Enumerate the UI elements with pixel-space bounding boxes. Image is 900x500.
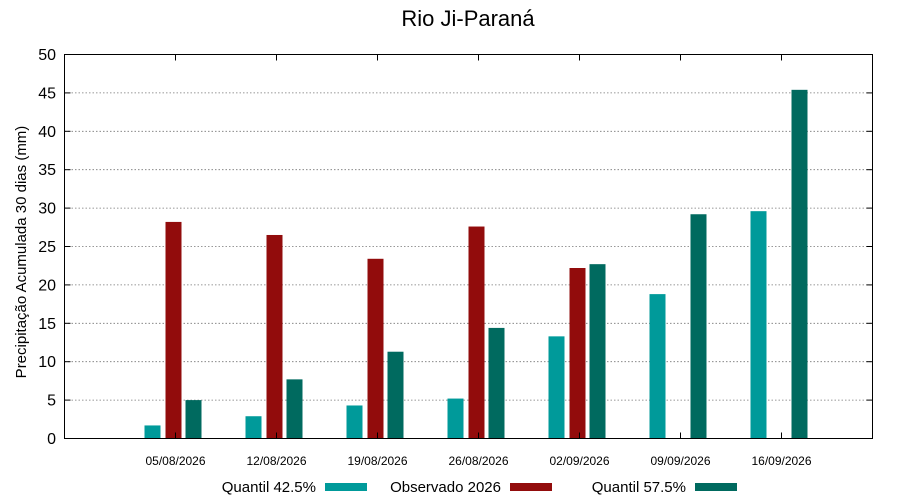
legend-label: Quantil 57.5%	[592, 479, 686, 496]
chart-title: Rio Ji-Paraná	[401, 6, 535, 31]
bar-observado	[165, 221, 182, 439]
bar-quantil-57	[690, 214, 707, 439]
bar-quantil-42	[548, 336, 565, 439]
bar-observado	[468, 226, 485, 439]
x-tick-label: 09/09/2026	[650, 454, 710, 468]
legend-swatch	[695, 483, 737, 491]
y-axis: 0 5 10 15 20 25 30 35 40 45 50	[38, 47, 873, 448]
bar-quantil-57	[791, 89, 808, 439]
x-tick-label: 02/09/2026	[549, 454, 609, 468]
y-tick-label: 30	[38, 201, 56, 218]
x-tick-label: 05/08/2026	[145, 454, 205, 468]
bar-quantil-42	[346, 405, 363, 439]
legend-swatch	[510, 483, 552, 491]
y-tick-label: 50	[38, 47, 56, 64]
y-tick-label: 5	[47, 393, 56, 410]
y-tick-label: 20	[38, 277, 56, 294]
bar-quantil-42	[144, 425, 161, 439]
y-tick-label: 10	[38, 354, 56, 371]
bar-quantil-57	[589, 264, 606, 439]
bar-quantil-42	[649, 294, 666, 439]
bar-quantil-42	[245, 416, 262, 439]
bar-observado	[569, 268, 586, 439]
bars	[144, 89, 808, 439]
y-axis-label: Precipitação Acumulada 30 dias (mm)	[13, 126, 30, 379]
legend: Quantil 42.5% Observado 2026 Quantil 57.5%	[222, 479, 737, 496]
x-tick-label: 26/08/2026	[448, 454, 508, 468]
bar-quantil-57	[387, 351, 404, 439]
y-tick-label: 40	[38, 124, 56, 141]
bar-quantil-42	[750, 211, 767, 439]
bar-quantil-57	[286, 379, 303, 439]
x-tick-label: 16/09/2026	[751, 454, 811, 468]
y-tick-label: 35	[38, 162, 56, 179]
x-axis: 05/08/2026 12/08/2026 19/08/2026 26/08/2026…	[145, 54, 812, 468]
x-tick-label: 19/08/2026	[347, 454, 407, 468]
y-tick-label: 45	[38, 85, 56, 102]
bar-observado	[266, 234, 283, 439]
bar-quantil-57	[488, 327, 505, 439]
y-tick-label: 25	[38, 239, 56, 256]
legend-label: Observado 2026	[390, 479, 501, 496]
y-tick-label: 15	[38, 316, 56, 333]
y-tick-label: 0	[47, 431, 56, 448]
x-tick-label: 12/08/2026	[246, 454, 306, 468]
legend-label: Quantil 42.5%	[222, 479, 316, 496]
bar-quantil-42	[447, 398, 464, 439]
bar-observado	[367, 258, 384, 439]
legend-swatch	[325, 483, 367, 491]
bar-quantil-57	[185, 400, 202, 439]
